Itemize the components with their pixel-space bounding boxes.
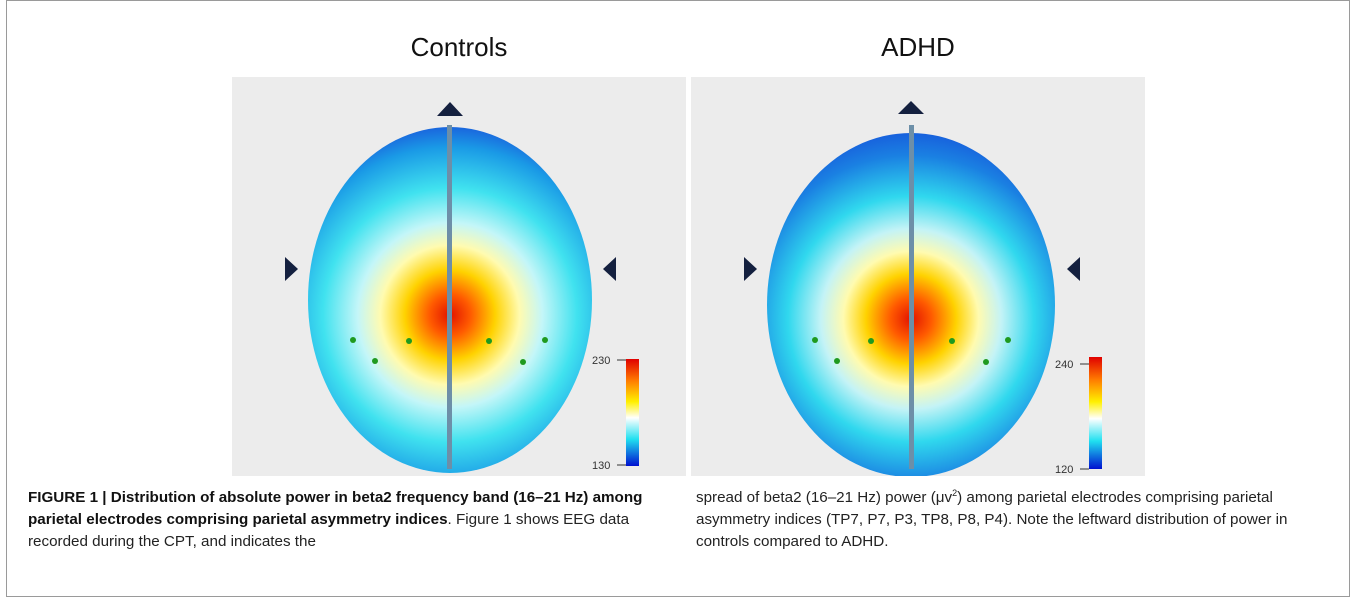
- top-rule: [6, 0, 1350, 1]
- electrode-p4: [486, 338, 492, 344]
- panel-controls: Controls: [232, 24, 686, 476]
- colorbar-max-label: 230: [592, 355, 610, 367]
- caption-text-a: . Figure 1 shows EEG data recorded durin…: [28, 511, 630, 550]
- colorbar: [1089, 357, 1102, 469]
- electrode-p8: [520, 359, 526, 365]
- electrode-tp8: [1005, 337, 1011, 343]
- caption-left-column: FIGURE 1 | Distribution of absolute powe…: [28, 487, 663, 553]
- electrode-p8: [983, 359, 989, 365]
- electrode-tp7: [812, 337, 818, 343]
- caption-text-c: ) among parietal electrodes comprising p…: [696, 489, 1288, 550]
- figure-frame: [6, 0, 1350, 597]
- electrode-p7: [372, 358, 378, 364]
- topomap-svg: 230 130: [285, 102, 639, 473]
- electrode-p7: [834, 358, 840, 364]
- colorbar-max-label: 240: [1055, 359, 1073, 371]
- unit-superscript: 2: [952, 487, 958, 498]
- right-ear-marker: [603, 257, 616, 281]
- midline: [909, 125, 914, 469]
- colorbar: [626, 359, 639, 466]
- colorbar-min-label: 130: [592, 460, 610, 472]
- electrode-p3: [868, 338, 874, 344]
- colorbar-min-label: 120: [1055, 464, 1073, 476]
- panel-adhd: ADHD: [691, 24, 1145, 476]
- left-ear-marker: [744, 257, 757, 281]
- panel-title: Controls: [410, 32, 508, 62]
- electrode-p3: [406, 338, 412, 344]
- left-ear-marker: [285, 257, 298, 281]
- topomap-adhd: 240 120: [691, 77, 1145, 476]
- caption-right-column: spread of beta2 (16–21 Hz) power (μv2) a…: [696, 487, 1336, 553]
- panel-title: ADHD: [881, 32, 955, 62]
- nose-marker: [437, 102, 463, 116]
- topomap-svg: 240 120: [744, 101, 1102, 476]
- right-ear-marker: [1067, 257, 1080, 281]
- electrode-p4: [949, 338, 955, 344]
- electrode-tp8: [542, 337, 548, 343]
- topomap-controls: 230 130: [232, 77, 686, 476]
- figure-label: FIGURE 1 | Distribution of absolute powe…: [28, 489, 643, 528]
- caption-text-b: spread of beta2 (16–21 Hz) power (μv: [696, 489, 953, 506]
- nose-marker: [898, 101, 924, 114]
- electrode-tp7: [350, 337, 356, 343]
- midline: [447, 125, 452, 469]
